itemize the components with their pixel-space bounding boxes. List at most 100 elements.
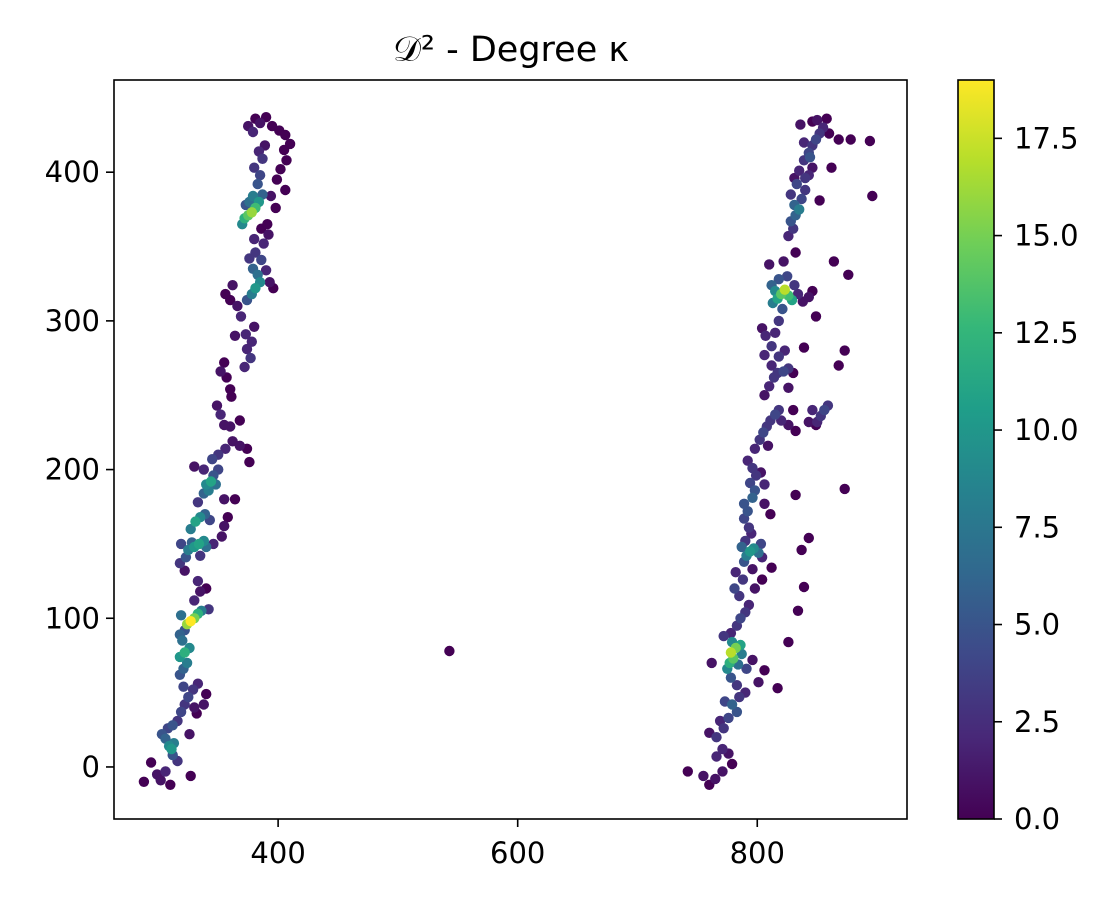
data-point [254,117,266,129]
data-point [798,581,810,593]
data-point [743,522,755,533]
data-point [778,366,789,377]
data-point [758,427,769,438]
data-point [270,202,281,214]
data-point [256,254,267,266]
data-point [165,779,176,790]
data-point [772,683,783,694]
data-point [790,489,801,501]
data-point [284,138,296,150]
data-point [759,479,770,490]
data-point [810,311,822,322]
data-point [215,366,226,377]
data-point [219,357,230,368]
data-point [145,757,157,768]
data-point [234,440,245,451]
data-point [778,256,789,267]
data-point [764,381,775,392]
y-tick-label: 200 [45,453,100,487]
data-point [205,476,217,487]
data-point [227,280,238,291]
data-point [789,280,800,291]
data-point [240,329,251,340]
data-point [826,162,837,173]
data-point [219,494,230,505]
data-point [800,184,811,196]
data-point [766,360,777,371]
data-point [723,712,734,724]
x-tick-label: 400 [250,836,305,870]
data-point [187,684,199,695]
data-point [166,743,177,755]
data-point [710,773,721,785]
y-tick-label: 100 [45,601,100,635]
data-point [265,190,277,202]
data-point [773,315,784,327]
x-tick-label: 600 [490,836,545,870]
data-point [794,165,805,176]
data-point [229,330,241,341]
data-point [201,688,212,700]
colorbar-tick-label: 17.5 [1014,121,1079,155]
data-point [179,565,190,576]
data-point [250,283,261,294]
data-point [783,230,794,242]
data-point [718,723,729,734]
data-point [244,253,255,264]
data-point [246,207,257,218]
data-point [263,229,274,240]
data-point [178,681,189,692]
y-tick-label: 300 [45,304,100,338]
colorbar-tick-label: 2.5 [1014,705,1060,739]
data-point [225,384,236,395]
data-point [766,562,777,573]
data-point [738,498,750,509]
data-point [244,456,255,468]
data-point [185,616,196,627]
data-point [798,342,810,353]
data-point [785,189,796,200]
data-point [795,119,806,130]
data-point [845,134,856,145]
colorbar-tick-label: 15.0 [1014,219,1079,253]
data-point [235,311,247,322]
data-point [759,390,770,401]
data-point [198,464,209,475]
data-point [725,672,737,683]
data-point [839,483,850,495]
data-point [195,586,206,597]
data-point [682,766,693,777]
data-point [759,498,770,509]
data-point [220,443,231,454]
data-point [819,404,830,416]
data-point [867,190,878,202]
colorbar-tick-label: 10.0 [1014,413,1079,447]
data-point [185,523,196,535]
data-point [254,170,266,181]
data-point [770,409,781,420]
data-point [245,352,256,364]
data-point [190,516,201,527]
data-point [189,595,200,606]
data-point [742,455,753,466]
plot-frame [113,79,908,820]
data-point [735,613,746,624]
data-point [812,114,823,126]
data-point [753,677,764,688]
y-tick-label: 0 [82,750,100,784]
colorbar-axis: 0.0 2.5 5.0 7.5 10.0 12.5 15.0 17.5 [994,121,1079,836]
data-point [183,691,194,703]
data-point [791,178,802,190]
data-point [734,590,745,602]
data-point [717,743,728,755]
data-point [192,497,204,508]
data-point [264,277,275,288]
data-point [260,265,272,276]
data-point [167,720,178,731]
x-axis: 400 600 800 [250,819,785,870]
data-point [247,126,259,138]
data-point [215,409,226,420]
data-point [783,382,794,393]
data-point [747,654,758,666]
data-point [717,766,728,777]
